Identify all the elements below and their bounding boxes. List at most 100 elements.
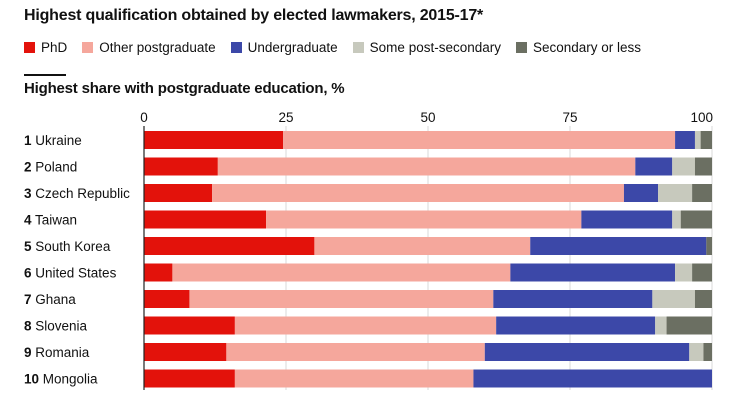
bar-poland-some-post-secondary	[672, 157, 695, 176]
row-rank-slovenia: 8	[24, 319, 32, 334]
legend-label-some-post-secondary: Some post-secondary	[369, 40, 501, 55]
row-label-czech-republic: 3 Czech Republic	[24, 186, 130, 201]
legend: PhD Other postgraduate Undergraduate Som…	[24, 40, 656, 55]
bar-taiwan-secondary-or-less	[680, 210, 712, 229]
row-name-united-states: United States	[32, 266, 117, 281]
row-rank-czech-republic: 3	[24, 186, 32, 201]
row-name-taiwan: Taiwan	[32, 213, 78, 228]
legend-swatch-other-postgraduate	[82, 42, 94, 53]
legend-item-secondary-or-less: Secondary or less	[516, 40, 641, 55]
legend-item-phd: PhD	[24, 40, 67, 55]
bar-united-states-undergraduate	[510, 263, 676, 282]
bar-romania-undergraduate	[484, 343, 690, 361]
bar-ukraine-secondary-or-less	[700, 131, 712, 149]
bar-south-korea-undergraduate	[530, 237, 707, 255]
bar-united-states-other-postgraduate	[172, 263, 511, 282]
bar-slovenia-phd	[144, 316, 235, 335]
chart-title: Highest qualification obtained by electe…	[24, 7, 484, 24]
row-rank-ukraine: 1	[24, 133, 32, 148]
bar-ghana-some-post-secondary	[652, 290, 695, 308]
legend-label-phd: PhD	[41, 40, 68, 55]
legend-label-secondary-or-less: Secondary or less	[533, 40, 642, 55]
row-label-south-korea: 5 South Korea	[24, 239, 111, 254]
bar-czech-republic-secondary-or-less	[692, 184, 712, 202]
bar-ukraine-phd	[144, 131, 284, 149]
bar-ukraine-undergraduate	[675, 131, 695, 149]
bar-taiwan-other-postgraduate	[266, 210, 582, 229]
bar-ghana-undergraduate	[493, 290, 653, 308]
bar-slovenia-some-post-secondary	[655, 316, 667, 335]
row-rank-mongolia: 10	[24, 372, 39, 387]
bar-slovenia-secondary-or-less	[666, 316, 712, 335]
bar-romania-secondary-or-less	[703, 343, 712, 361]
row-name-poland: Poland	[32, 160, 78, 175]
legend-label-other-postgraduate: Other postgraduate	[99, 40, 216, 55]
bar-ukraine-some-post-secondary	[694, 131, 701, 149]
row-label-poland: 2 Poland	[24, 160, 77, 175]
bar-united-states-some-post-secondary	[675, 263, 693, 282]
bar-ghana-secondary-or-less	[694, 290, 712, 308]
bar-united-states-secondary-or-less	[692, 263, 712, 282]
row-rank-romania: 9	[24, 345, 32, 360]
bar-mongolia-undergraduate	[473, 369, 712, 388]
bar-romania-other-postgraduate	[226, 343, 485, 361]
x-tick-label-0: 0	[140, 110, 148, 125]
x-tick-label-75: 75	[562, 110, 577, 125]
row-label-romania: 9 Romania	[24, 345, 90, 360]
legend-item-undergraduate: Undergraduate	[230, 40, 338, 55]
legend-swatch-some-post-secondary	[352, 42, 364, 53]
bar-slovenia-other-postgraduate	[234, 316, 497, 335]
row-name-slovenia: Slovenia	[32, 319, 88, 334]
bar-romania-phd	[144, 343, 227, 361]
legend-item-some-post-secondary: Some post-secondary	[352, 40, 501, 55]
legend-item-other-postgraduate: Other postgraduate	[82, 40, 216, 55]
bar-czech-republic-some-post-secondary	[658, 184, 693, 202]
bar-south-korea-phd	[144, 237, 315, 255]
divider-rule	[24, 74, 66, 76]
row-name-romania: Romania	[32, 345, 90, 360]
row-rank-south-korea: 5	[24, 239, 32, 254]
bar-czech-republic-phd	[144, 184, 213, 202]
bar-mongolia-other-postgraduate	[234, 369, 474, 388]
bar-czech-republic-undergraduate	[623, 184, 659, 202]
row-name-czech-republic: Czech Republic	[32, 186, 131, 201]
bar-taiwan-undergraduate	[581, 210, 673, 229]
row-name-ghana: Ghana	[32, 292, 77, 307]
bar-taiwan-some-post-secondary	[672, 210, 681, 229]
row-rank-poland: 2	[24, 160, 32, 175]
row-rank-united-states: 6	[24, 266, 32, 281]
bar-united-states-phd	[144, 263, 173, 282]
bar-south-korea-secondary-or-less	[706, 237, 712, 255]
row-label-taiwan: 4 Taiwan	[24, 213, 77, 228]
row-label-mongolia: 10 Mongolia	[24, 372, 98, 387]
row-label-ghana: 7 Ghana	[24, 292, 76, 307]
legend-swatch-secondary-or-less	[516, 42, 527, 53]
chart-subtitle: Highest share with postgraduate educatio…	[24, 80, 345, 97]
bar-slovenia-undergraduate	[496, 316, 656, 335]
bar-poland-phd	[144, 157, 218, 176]
row-name-mongolia: Mongolia	[39, 372, 98, 387]
legend-swatch-phd	[24, 42, 35, 53]
legend-label-undergraduate: Undergraduate	[247, 40, 338, 55]
bar-poland-other-postgraduate	[217, 157, 636, 176]
bar-south-korea-other-postgraduate	[314, 237, 531, 255]
x-tick-label-100: 100	[690, 110, 713, 125]
row-label-ukraine: 1 Ukraine	[24, 133, 82, 148]
bar-ghana-phd	[144, 290, 190, 308]
bar-poland-undergraduate	[635, 157, 673, 176]
bar-mongolia-phd	[144, 369, 235, 388]
bar-poland-secondary-or-less	[694, 157, 712, 176]
row-label-united-states: 6 United States	[24, 266, 117, 281]
row-name-south-korea: South Korea	[32, 239, 111, 254]
row-label-slovenia: 8 Slovenia	[24, 319, 88, 334]
bar-taiwan-phd	[144, 210, 267, 229]
bar-ukraine-other-postgraduate	[283, 131, 676, 149]
bar-ghana-other-postgraduate	[189, 290, 494, 308]
legend-swatch-undergraduate	[230, 42, 242, 53]
bar-czech-republic-other-postgraduate	[212, 184, 624, 202]
row-rank-ghana: 7	[24, 292, 32, 307]
row-rank-taiwan: 4	[24, 213, 32, 228]
bar-romania-some-post-secondary	[689, 343, 704, 361]
